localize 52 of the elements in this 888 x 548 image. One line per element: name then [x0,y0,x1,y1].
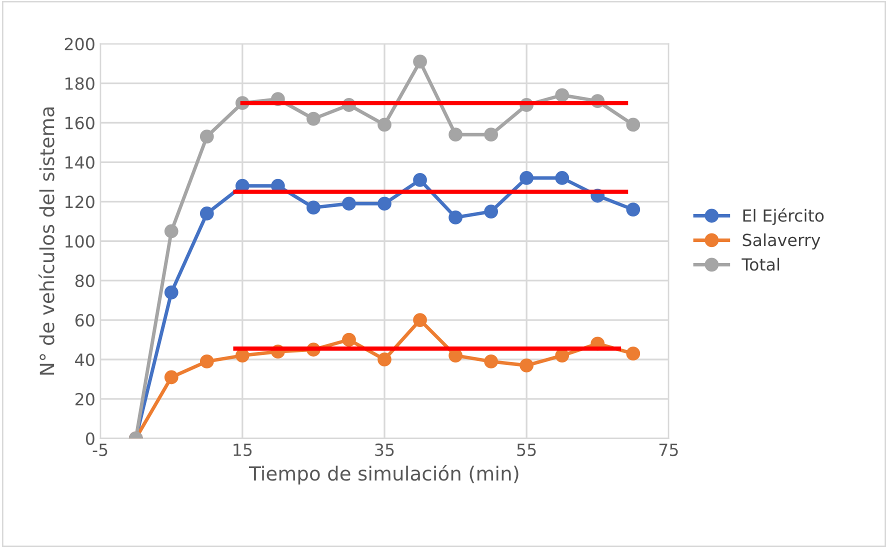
y-tick-label: 160 [66,116,94,130]
y-tick-label: 140 [66,156,94,169]
y-tick-label: 120 [66,196,94,208]
point [378,196,392,211]
point [342,332,356,347]
point [448,348,462,362]
y-tick-label: 20 [75,392,94,406]
y-tick-label: 60 [75,314,94,327]
x-axis-title: Tiempo de simulación (min) [248,464,518,485]
point [413,54,427,69]
point [626,118,640,132]
point [235,348,250,362]
point [378,118,392,132]
point [378,352,392,366]
y-tick-label: 200 [64,38,94,50]
x-tick-label: 35 [375,444,394,456]
point [200,130,214,144]
legend-label: Salaverry [742,233,820,250]
point [306,200,320,215]
x-tick-label: 15 [234,444,252,456]
point [342,196,356,211]
point [520,358,534,372]
x-tick-label: -5 [92,444,108,456]
y-axis-title: N° de vehículos del sistema [38,108,54,375]
point [164,285,178,300]
legend-label: El Ejército [743,208,824,226]
point [164,370,178,384]
point [413,313,427,327]
point [555,348,570,362]
y-tick-label: 100 [66,235,94,248]
point [626,202,640,216]
point [484,128,498,142]
point [306,112,320,126]
y-tick-label: 80 [75,274,94,288]
point [200,206,214,220]
point [484,354,498,368]
point [200,354,214,368]
point [555,171,570,185]
point [626,346,640,361]
x-tick-label: 55 [517,444,536,456]
legend-label: Total [742,258,780,271]
point [520,171,534,185]
point [448,128,462,142]
point [413,173,427,187]
y-tick-label: 40 [75,353,94,366]
y-tick-label: 180 [66,77,94,90]
x-tick-label: 75 [659,444,678,456]
point [448,210,462,224]
y-tick-label: 0 [86,432,94,445]
point [484,204,498,218]
point [164,224,178,238]
point [555,88,570,102]
